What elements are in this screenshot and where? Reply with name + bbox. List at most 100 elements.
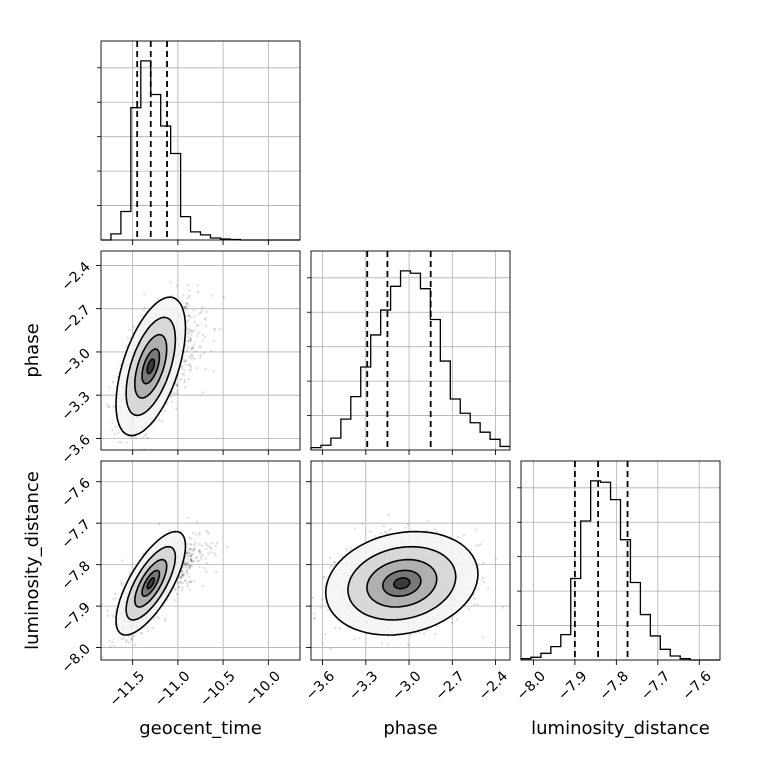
sample-point (210, 541, 213, 545)
sample-point (140, 632, 144, 635)
sample-point (120, 637, 123, 641)
sample-point (186, 584, 190, 588)
y-tick-label: −3.0 (58, 345, 93, 380)
sample-point (186, 349, 189, 353)
sample-point (185, 562, 189, 565)
sample-point (323, 576, 326, 579)
sample-point (142, 448, 146, 450)
sample-point (126, 336, 129, 339)
sample-point (190, 564, 194, 568)
sample-point (187, 542, 190, 546)
x-axis-label-phase: phase (383, 718, 437, 739)
sample-point (189, 560, 193, 563)
sample-point (163, 619, 167, 622)
sample-point (146, 436, 150, 440)
sample-point (190, 554, 193, 558)
sample-point (128, 328, 131, 331)
sample-point (161, 420, 164, 423)
sample-point (481, 577, 485, 580)
sample-point (192, 531, 195, 535)
sample-point (120, 559, 124, 562)
sample-point (475, 528, 478, 531)
sample-point (345, 548, 348, 551)
sample-point (129, 635, 133, 638)
sample-point (388, 528, 391, 532)
sample-point (188, 547, 191, 550)
sample-point (205, 543, 208, 546)
sample-point (187, 335, 190, 339)
sample-point (193, 357, 196, 360)
sample-point (189, 547, 192, 550)
sample-point (120, 441, 124, 444)
sample-point (185, 551, 189, 554)
sample-point (389, 527, 392, 531)
sample-point (189, 558, 193, 561)
y-tick-label: −2.4 (58, 259, 93, 294)
sample-point (198, 565, 201, 568)
panel-frame (100, 460, 301, 661)
sample-point (473, 597, 476, 601)
sample-point (196, 323, 200, 327)
sample-point (185, 551, 188, 555)
sample-point (201, 544, 204, 547)
sample-point (181, 575, 184, 578)
sample-point (118, 440, 122, 444)
sample-point (183, 360, 186, 363)
sample-point (190, 354, 193, 357)
sample-point (180, 367, 184, 370)
sample-point (145, 433, 148, 436)
sample-point (125, 641, 128, 644)
sample-point (186, 296, 189, 299)
sample-point (158, 522, 161, 526)
sample-point (178, 585, 181, 588)
y-tick-label: −7.6 (58, 475, 93, 510)
sample-point (319, 606, 322, 609)
sample-point (326, 609, 330, 612)
sample-point (181, 365, 184, 368)
sample-point (361, 522, 364, 525)
sample-point (187, 566, 190, 569)
x-axis-label-geocent_time: geocent_time (139, 718, 262, 739)
sample-point (193, 329, 196, 332)
sample-point (189, 566, 192, 569)
sample-point (212, 369, 215, 373)
sample-point (215, 541, 219, 545)
x-tick-label: −10.5 (197, 668, 239, 710)
sample-point (177, 581, 180, 584)
sample-point (186, 314, 190, 318)
sample-point (184, 579, 187, 582)
sample-point (210, 294, 213, 297)
sample-point (186, 308, 189, 311)
sample-point (379, 532, 383, 535)
sample-point (140, 315, 143, 318)
sample-point (188, 580, 191, 583)
sample-point (106, 403, 109, 406)
sample-point (114, 596, 117, 600)
sample-point (183, 306, 186, 309)
sample-point (384, 531, 388, 534)
sample-point (226, 545, 229, 549)
sample-point (193, 548, 196, 551)
sample-point (418, 631, 421, 634)
sample-point (180, 589, 184, 592)
sample-point (189, 347, 193, 351)
sample-point (190, 559, 194, 563)
scatter-panel-geocent_time-phase (100, 250, 301, 458)
sample-point (186, 320, 189, 323)
sample-point (501, 606, 505, 609)
sample-point (182, 563, 186, 566)
sample-point (143, 293, 146, 296)
sample-point (186, 552, 189, 555)
sample-point (202, 585, 205, 588)
sample-point (111, 380, 115, 383)
sample-point (177, 586, 180, 589)
sample-point (131, 456, 133, 458)
sample-point (495, 557, 498, 560)
sample-point (186, 302, 189, 305)
sample-point (353, 637, 356, 641)
sample-point (423, 632, 426, 635)
sample-point (125, 639, 129, 642)
sample-point (158, 418, 161, 422)
sample-point (183, 579, 187, 583)
sample-point (182, 571, 185, 574)
